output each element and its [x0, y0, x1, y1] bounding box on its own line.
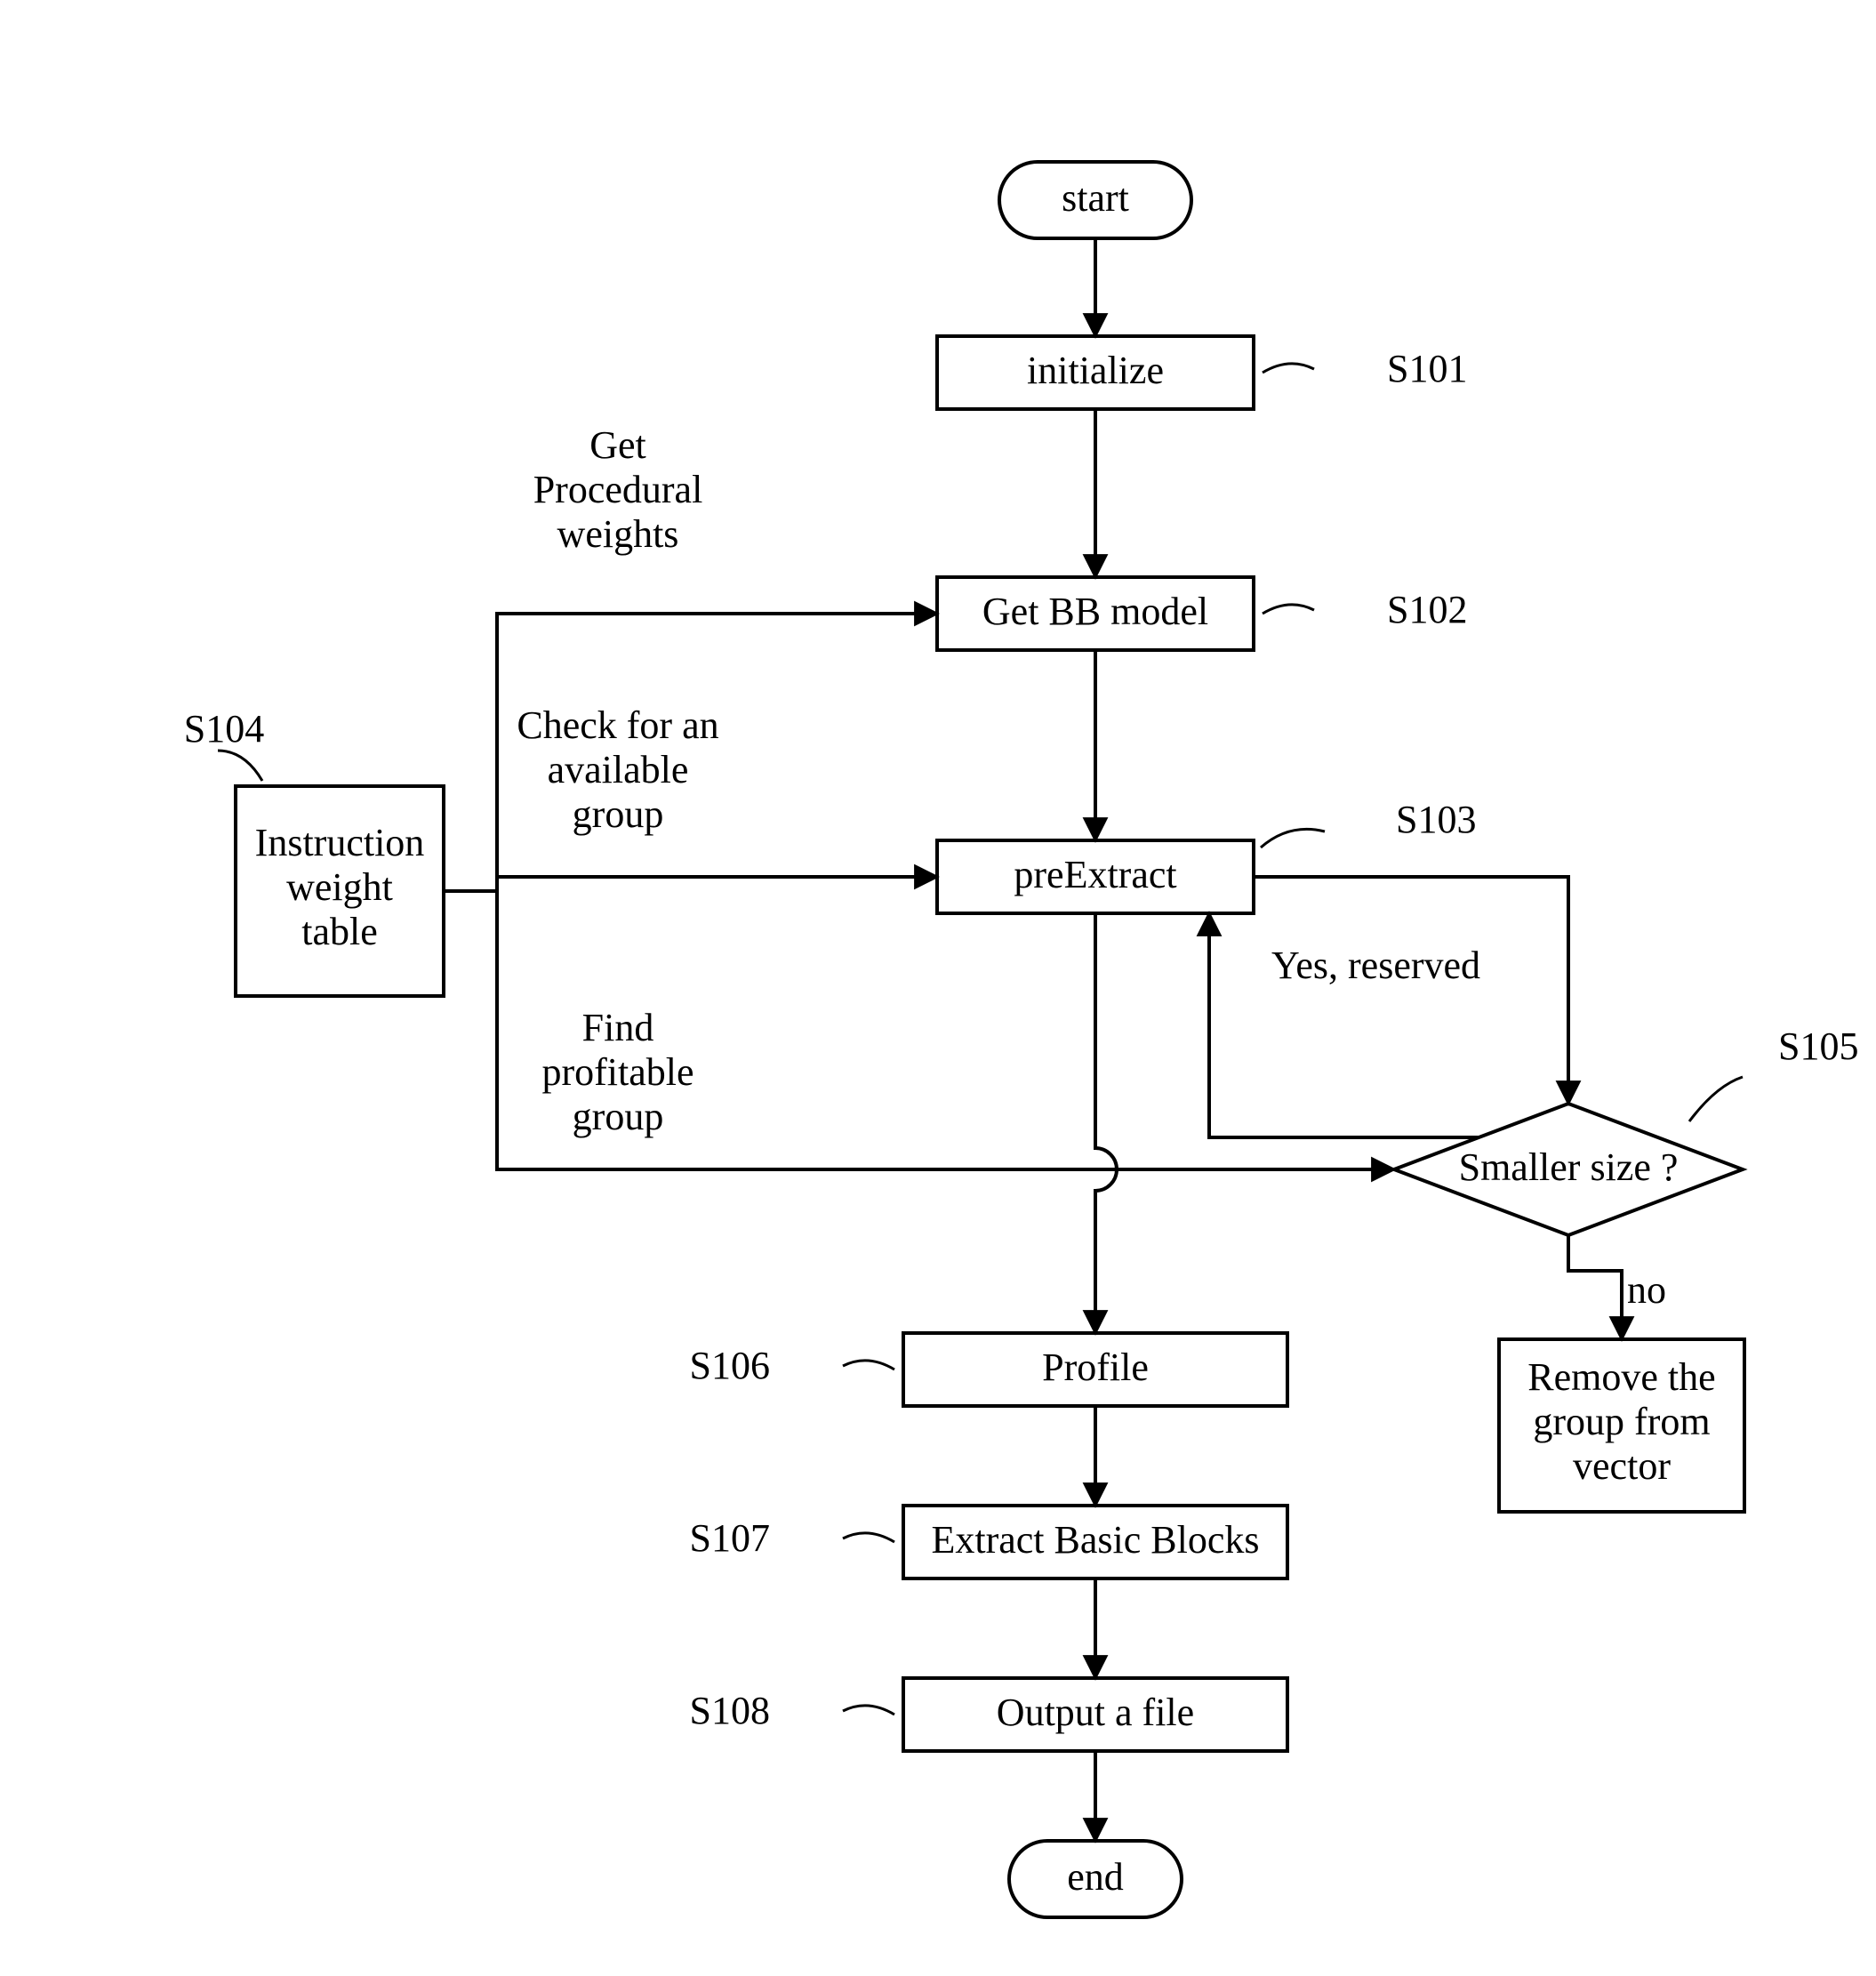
- svg-text:weights: weights: [557, 512, 679, 556]
- svg-text:vector: vector: [1573, 1444, 1671, 1488]
- node-smaller: Smaller size ? S105: [1394, 1024, 1858, 1235]
- node-get_bb: Get BB model S102: [937, 577, 1467, 650]
- svg-text:end: end: [1067, 1855, 1124, 1899]
- svg-text:available: available: [548, 748, 689, 791]
- edge-preextract-profile: [1095, 913, 1117, 1333]
- svg-text:Procedural: Procedural: [533, 468, 703, 511]
- node-extract_bb: Extract Basic Blocks S107: [690, 1506, 1287, 1578]
- node-start: start: [999, 162, 1191, 238]
- svg-text:group from: group from: [1533, 1400, 1710, 1443]
- svg-text:initialize: initialize: [1027, 349, 1164, 392]
- flowchart-diagram: start initialize S101 Get BB model S102 preEx…: [0, 0, 1876, 1976]
- svg-text:S104: S104: [184, 707, 264, 751]
- svg-text:Output a file: Output a file: [997, 1691, 1194, 1734]
- svg-text:group: group: [573, 1095, 664, 1138]
- edge-smaller-preextract: Yes, reserved: [1209, 913, 1480, 1137]
- svg-text:S103: S103: [1396, 798, 1476, 841]
- svg-text:preExtract: preExtract: [1014, 853, 1176, 896]
- svg-text:start: start: [1062, 176, 1129, 220]
- svg-text:table: table: [301, 910, 378, 953]
- svg-text:S106: S106: [690, 1344, 770, 1387]
- edge-preextract-smaller: [1254, 877, 1568, 1104]
- svg-text:Get BB model: Get BB model: [982, 590, 1208, 633]
- node-initialize: initialize S101: [937, 336, 1467, 409]
- svg-text:S102: S102: [1387, 588, 1467, 631]
- svg-text:S108: S108: [690, 1689, 770, 1732]
- svg-text:S105: S105: [1778, 1024, 1858, 1068]
- edge-weight_table-get_bb: GetProceduralweights: [444, 423, 937, 891]
- edge-smaller-remove: no: [1568, 1235, 1666, 1339]
- edge-weight_table-smaller: Findprofitablegroup: [444, 891, 1394, 1169]
- svg-text:Smaller size ?: Smaller size ?: [1459, 1145, 1679, 1189]
- node-output_file: Output a file S108: [690, 1678, 1287, 1751]
- svg-text:profitable: profitable: [541, 1050, 693, 1094]
- svg-text:S101: S101: [1387, 347, 1467, 390]
- svg-text:Check for an: Check for an: [517, 703, 718, 747]
- node-profile: Profile S106: [690, 1333, 1287, 1406]
- node-remove: Remove thegroup fromvector: [1499, 1339, 1744, 1512]
- svg-text:group: group: [573, 792, 664, 836]
- svg-text:Find: Find: [582, 1006, 654, 1049]
- svg-text:weight: weight: [286, 865, 393, 909]
- svg-text:Profile: Profile: [1042, 1345, 1149, 1389]
- node-weight_table: Instructionweighttable S104: [184, 707, 444, 996]
- svg-text:Get: Get: [589, 423, 646, 467]
- svg-text:Remove the: Remove the: [1527, 1355, 1715, 1399]
- node-end: end: [1009, 1841, 1182, 1917]
- node-preextract: preExtract S103: [937, 798, 1476, 913]
- edge-weight_table-preextract: Check for anavailablegroup: [444, 703, 937, 891]
- svg-text:Extract Basic Blocks: Extract Basic Blocks: [931, 1518, 1259, 1562]
- svg-text:S107: S107: [690, 1516, 770, 1560]
- svg-text:Yes, reserved: Yes, reserved: [1271, 944, 1480, 987]
- svg-text:Instruction: Instruction: [255, 821, 425, 864]
- svg-text:no: no: [1627, 1268, 1666, 1312]
